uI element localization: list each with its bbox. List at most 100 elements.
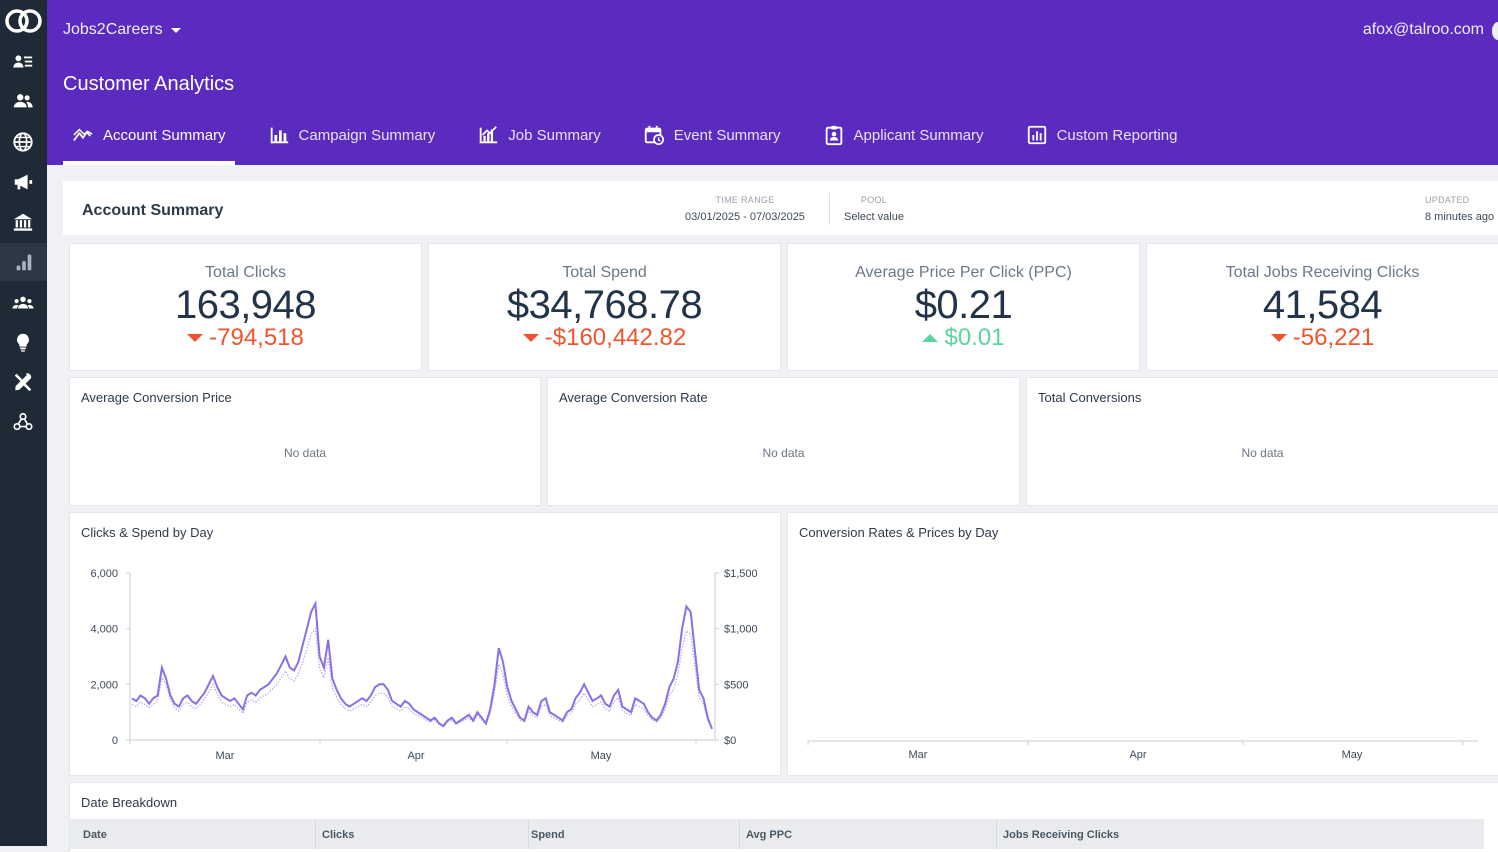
kpi-delta-value: $0.01 [944,324,1005,351]
updated-info: UPDATED 8 minutes ago [1425,195,1498,223]
pool-value: Select value [844,211,904,223]
trend-icon [73,128,93,142]
group-icon[interactable] [10,290,36,316]
top-header: Jobs2Careers afox@talroo.com Customer An… [47,0,1498,165]
kpi-label: Total Jobs Receiving Clicks [1225,264,1420,281]
card-average-conversion-rate: Average Conversion Rate No data [547,377,1020,506]
kpi-delta: $0.01 [788,324,1139,352]
tools-icon[interactable] [10,369,36,395]
kpi-delta: -$160,442.82 [429,324,780,352]
section-title: Account Summary [82,202,224,219]
clicks-spend-chart: 0 2,000 4,000 6,000 $0 $500 $1,000 $1,500 Mar A… [90,568,758,762]
y-right-tick-label: $1,500 [724,568,758,580]
summary-header: Account Summary TIME RANGE 03/01/2025 - … [63,181,1498,235]
y-right-tick-label: $1,000 [724,624,758,636]
bank-icon[interactable] [10,209,36,235]
tab-label: Event Summary [673,127,781,144]
tab-custom-reporting[interactable]: Custom Reporting [1017,118,1187,165]
pool-filter[interactable]: POOL Select value [839,195,909,223]
kpi-total-jobs-receiving-clicks: Total Jobs Receiving Clicks 41,584 -56,2… [1146,243,1498,371]
chart-title: Conversion Rates & Prices by Day [799,525,999,540]
globe-icon[interactable] [10,129,36,155]
no-data-text: No data [1241,446,1284,460]
tab-label: Applicant Summary [853,127,984,144]
table-title: Date Breakdown [81,795,178,810]
kpi-value: 41,584 [1262,283,1383,327]
x-tick-label: May [591,750,612,762]
card-total-conversions: Total Conversions No data [1026,377,1498,506]
analytics-icon[interactable] [0,243,47,281]
kpi-value: $0.21 [914,283,1013,327]
time-range-label: TIME RANGE [715,195,775,205]
kpi-value: 163,948 [174,283,317,327]
kpi-label: Total Spend [562,264,647,281]
kpi-delta: -56,221 [1147,324,1498,352]
time-range-filter[interactable]: TIME RANGE 03/01/2025 - 07/03/2025 [677,195,813,223]
clicks-series-line [131,600,713,730]
users-icon[interactable] [10,88,36,114]
no-data-text: No data [283,446,327,460]
date-breakdown-card: Date Breakdown Date Clicks Spend Avg PPC… [69,782,1498,852]
y-left-tick-label: 6,000 [90,568,118,580]
page-title: Customer Analytics [63,73,235,95]
report-icon [1027,125,1046,145]
x-tick-label: Apr [1129,749,1146,761]
column-header-avg-ppc[interactable]: Avg PPC [746,829,793,841]
card-average-conversion-price: Average Conversion Price No data [69,377,541,506]
talroo-logo-icon[interactable] [4,6,44,36]
x-tick-label: Mar [909,749,928,761]
avatar[interactable] [1492,22,1498,40]
column-header-date[interactable]: Date [83,829,107,841]
tab-campaign-summary[interactable]: Campaign Summary [259,118,445,165]
arrow-down-icon [187,334,204,342]
column-divider [528,819,529,849]
updated-value: 8 minutes ago [1425,211,1495,223]
arrow-up-icon [922,334,939,342]
kpi-delta-value: -$160,442.82 [544,324,687,351]
org-name: Jobs2Careers [63,21,163,38]
user-email[interactable]: afox@talroo.com [1362,21,1484,38]
pool-label: POOL [860,195,888,205]
y-right-tick-label: $0 [724,735,736,747]
id-badge-icon [825,125,842,146]
kpi-total-clicks: Total Clicks 163,948 -794,518 [69,243,422,371]
calendar-clock-icon [644,125,664,145]
kpi-label: Total Clicks [205,264,286,281]
tab-event-summary[interactable]: Event Summary [634,118,790,165]
lightbulb-icon[interactable] [10,329,36,355]
column-header-spend[interactable]: Spend [531,829,565,841]
kpi-label: Average Price Per Click (PPC) [855,264,1072,281]
x-tick-label: Apr [407,750,424,762]
tab-account-summary[interactable]: Account Summary [63,118,235,165]
card-title: Average Conversion Rate [559,390,708,405]
bar-chart-icon [270,127,288,144]
caret-down-icon [170,27,181,33]
tab-applicant-summary[interactable]: Applicant Summary [814,118,993,165]
chart-growth-icon [480,126,498,144]
org-switcher[interactable]: Jobs2Careers [63,21,181,39]
kpi-average-ppc: Average Price Per Click (PPC) $0.21 $0.0… [787,243,1140,371]
megaphone-icon[interactable] [10,169,36,195]
arrow-down-icon [522,334,539,342]
kpi-delta: -794,518 [70,324,421,352]
column-divider [996,819,997,849]
column-divider [315,819,316,849]
y-left-tick-label: 0 [112,735,118,747]
x-tick-label: Mar [216,750,235,762]
column-header-clicks[interactable]: Clicks [322,829,355,841]
tab-label: Campaign Summary [298,127,436,144]
y-right-tick-label: $500 [724,679,748,691]
y-left-tick-label: 2,000 [90,679,118,691]
tab-job-summary[interactable]: Job Summary [468,118,610,165]
column-divider [739,819,740,849]
card-title: Total Conversions [1038,390,1142,405]
webhook-icon[interactable] [10,409,36,435]
kpi-value: $34,768.78 [506,283,703,327]
conversion-chart: Mar Apr May [807,740,1478,761]
user-list-icon[interactable] [10,49,36,75]
card-title: Average Conversion Price [81,390,232,405]
chart-title: Clicks & Spend by Day [81,525,214,540]
column-header-jobs-receiving-clicks[interactable]: Jobs Receiving Clicks [1003,829,1120,841]
tab-bar: Account Summary Campaign Summary Job Sum… [63,118,1210,165]
kpi-delta-value: -794,518 [209,324,304,351]
